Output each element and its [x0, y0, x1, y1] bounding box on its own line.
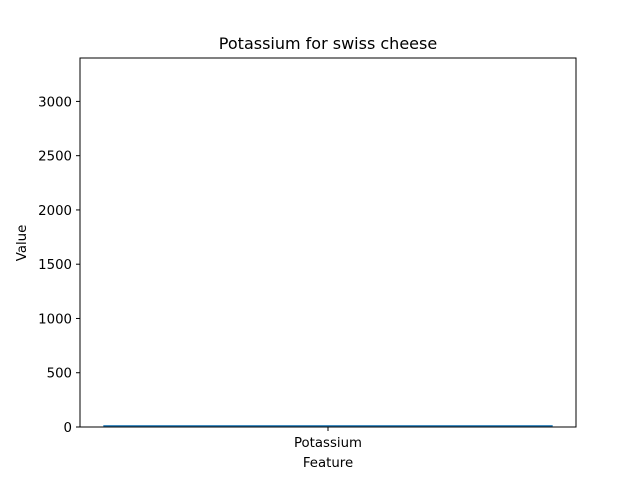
y-tick-label: 1000: [38, 312, 72, 327]
x-tick-label: Potassium: [294, 436, 362, 451]
plot-frame: [79, 57, 577, 428]
y-tick-label: 0: [64, 421, 72, 436]
y-tick-label: 500: [47, 367, 72, 382]
plot-area: Potassium 0 500 1000 1500 2000 2500 3000: [38, 57, 577, 451]
y-tick-label: 2500: [38, 150, 72, 165]
y-tick-label: 2000: [38, 204, 72, 219]
x-axis-title: Feature: [303, 456, 353, 471]
y-tick-label: 3000: [38, 95, 72, 110]
y-tick-label: 1500: [38, 258, 72, 273]
chart-title: Potassium for swiss cheese: [219, 34, 437, 53]
y-axis-title: Value: [15, 225, 30, 262]
bar-potassium: [103, 425, 553, 427]
